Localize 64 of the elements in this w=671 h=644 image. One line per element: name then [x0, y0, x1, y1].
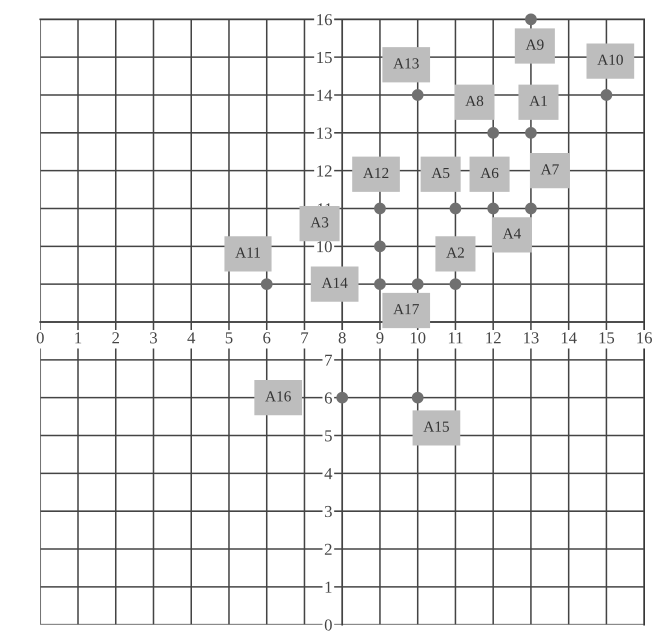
annotation: A11 — [235, 247, 260, 258]
x-tick-label: 5 — [226, 332, 232, 344]
annotation: A5 — [431, 168, 450, 178]
annotation: A13 — [393, 58, 419, 69]
y-tick-label: 4 — [324, 468, 332, 480]
x-tick-label: 13 — [524, 332, 539, 344]
x-tick-label: 11 — [448, 332, 462, 344]
point — [600, 89, 612, 101]
annotation: A6 — [480, 168, 498, 178]
y-tick-label: 3 — [324, 506, 332, 518]
point — [450, 278, 462, 290]
annotation: A1 — [529, 96, 547, 106]
annotation: A4 — [502, 228, 522, 238]
y-tick-label: 7 — [325, 354, 332, 366]
x-tick-label: 2 — [112, 332, 119, 344]
annotation: A9 — [526, 40, 544, 50]
annotation: A15 — [423, 422, 449, 432]
point — [374, 202, 386, 214]
y-tick-label: 2 — [324, 544, 332, 555]
y-tick-label: 12 — [317, 165, 332, 176]
point — [525, 126, 537, 139]
point — [487, 202, 500, 214]
point — [374, 278, 386, 290]
y-tick-label: 1 — [326, 582, 332, 593]
x-tick-label: 6 — [263, 332, 270, 344]
x-tick-label: 15 — [600, 332, 614, 344]
y-tick-label: 5 — [325, 430, 332, 442]
point — [525, 13, 537, 26]
y-tick-label: 13 — [317, 128, 332, 139]
annotation: A14 — [322, 278, 348, 288]
annotation: A8 — [465, 96, 484, 106]
annotation: A12 — [363, 168, 388, 178]
y-tick-label: 10 — [317, 241, 332, 252]
y-tick-label: 15 — [317, 52, 332, 64]
point — [487, 126, 500, 139]
y-tick-label: 14 — [317, 90, 332, 101]
x-tick-label: 7 — [301, 332, 308, 344]
x-tick-label: 14 — [562, 332, 577, 344]
annotation: A10 — [597, 54, 623, 65]
y-tick-label: 6 — [324, 392, 332, 404]
x-tick-label: 8 — [338, 332, 346, 344]
x-tick-label: 4 — [187, 332, 196, 344]
annotation: A7 — [540, 164, 559, 174]
y-tick-label: 16 — [317, 14, 332, 26]
annotation: A16 — [265, 391, 291, 402]
annotation: A17 — [393, 304, 419, 314]
x-tick-label: 0 — [36, 332, 44, 344]
point — [412, 89, 424, 101]
point — [412, 278, 424, 290]
point — [374, 240, 386, 252]
x-tick-label: 10 — [410, 332, 426, 344]
x-tick-label: 3 — [150, 332, 158, 344]
x-tick-label: 12 — [486, 332, 501, 344]
point — [525, 202, 537, 214]
annotation: A2 — [446, 247, 464, 258]
point — [412, 392, 424, 404]
x-tick-label: 1 — [75, 332, 82, 344]
y-tick-label: 0 — [324, 619, 332, 631]
x-tick-label: 16 — [637, 332, 652, 344]
point — [336, 392, 348, 404]
point — [260, 278, 273, 290]
x-tick-label: 9 — [376, 332, 384, 344]
point — [450, 202, 462, 214]
annotation: A3 — [310, 217, 328, 228]
